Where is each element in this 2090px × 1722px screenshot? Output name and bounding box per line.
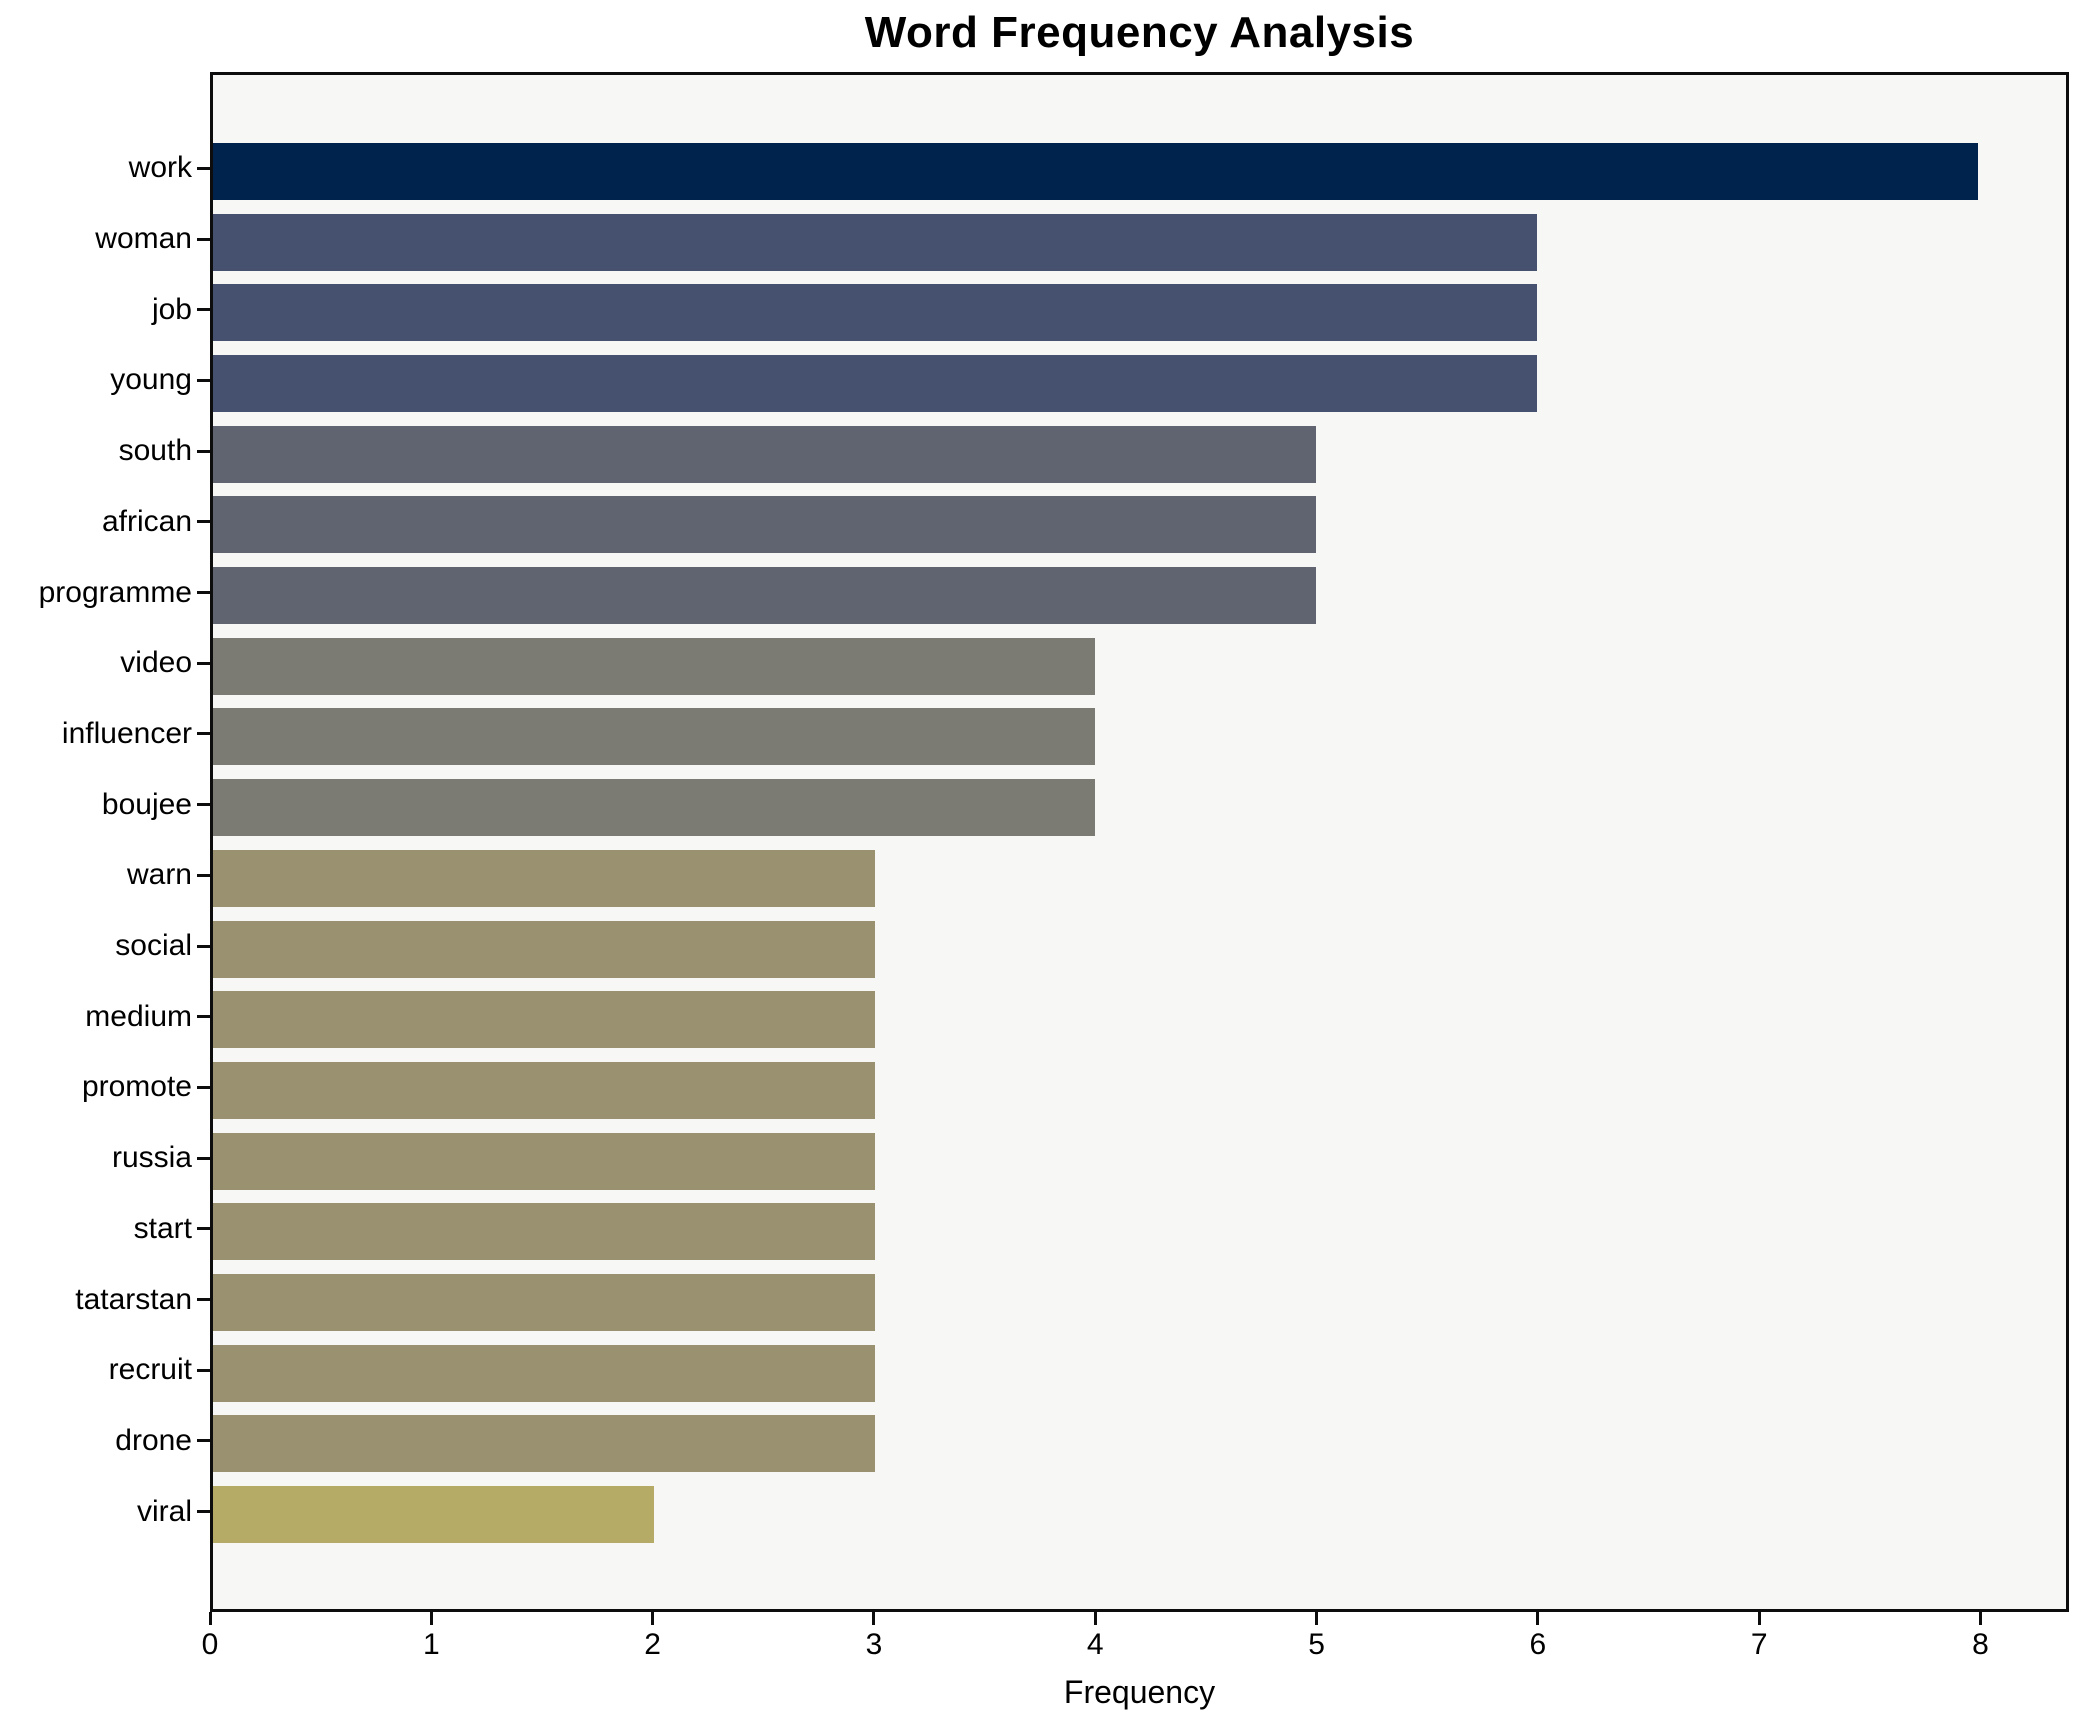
- y-tick-label: promote: [81, 1070, 192, 1104]
- bar: [213, 1486, 655, 1544]
- y-tick-label: work: [128, 151, 192, 185]
- x-tick-mark: [1315, 1612, 1319, 1625]
- y-tick-label: drone: [115, 1423, 192, 1457]
- bar: [213, 1415, 875, 1473]
- x-tick-label: 4: [1086, 1628, 1104, 1661]
- bar: [213, 1203, 875, 1261]
- bar: [213, 849, 875, 907]
- bar: [213, 496, 1316, 554]
- x-tick-label: 3: [865, 1628, 883, 1661]
- y-tick-label: influencer: [61, 716, 192, 750]
- y-tick-label: programme: [38, 575, 192, 609]
- y-tick-label: young: [110, 363, 192, 397]
- y-tick-label: social: [115, 929, 192, 963]
- y-tick-mark: [197, 1015, 210, 1019]
- y-tick-mark: [197, 591, 210, 595]
- y-tick-mark: [197, 803, 210, 807]
- x-tick-label: 0: [201, 1628, 219, 1661]
- bar: [213, 779, 1096, 837]
- y-tick-label: video: [120, 646, 192, 680]
- y-tick-mark: [197, 661, 210, 665]
- x-axis-label: Frequency: [1063, 1674, 1216, 1710]
- y-tick-label: job: [151, 292, 192, 326]
- x-tick-label: 1: [422, 1628, 440, 1661]
- y-tick-mark: [197, 449, 210, 453]
- bar: [213, 284, 1537, 342]
- y-tick-mark: [197, 166, 210, 170]
- bar: [213, 1274, 875, 1332]
- x-tick-label: 2: [644, 1628, 661, 1661]
- y-tick-mark: [197, 732, 210, 736]
- bar: [213, 354, 1537, 412]
- bar: [213, 213, 1537, 271]
- y-tick-label: south: [118, 434, 192, 468]
- y-tick-mark: [197, 1298, 210, 1302]
- x-tick-mark: [1093, 1612, 1097, 1625]
- y-tick-label: african: [101, 504, 192, 538]
- bar: [213, 1061, 875, 1119]
- x-tick-mark: [429, 1612, 433, 1625]
- y-tick-mark: [197, 1156, 210, 1160]
- y-tick-label: woman: [95, 222, 192, 256]
- x-tick-mark: [1978, 1612, 1982, 1625]
- x-tick-label: 7: [1750, 1628, 1768, 1661]
- x-tick-mark: [208, 1612, 212, 1625]
- y-tick-label: warn: [126, 858, 192, 892]
- y-tick-label: tatarstan: [75, 1282, 192, 1316]
- y-tick-mark: [197, 308, 210, 312]
- x-tick-label: 5: [1308, 1628, 1325, 1661]
- x-tick-mark: [872, 1612, 876, 1625]
- y-tick-label: recruit: [108, 1353, 192, 1387]
- chart-title: Word Frequency Analysis: [864, 8, 1415, 57]
- y-tick-mark: [197, 873, 210, 877]
- y-tick-mark: [197, 237, 210, 241]
- x-tick-mark: [651, 1612, 655, 1625]
- y-tick-mark: [197, 1439, 210, 1443]
- y-tick-label: russia: [111, 1141, 192, 1175]
- bar: [213, 567, 1316, 625]
- y-tick-label: medium: [85, 999, 192, 1033]
- y-tick-mark: [197, 1227, 210, 1231]
- y-tick-mark: [197, 378, 210, 382]
- y-tick-mark: [197, 1368, 210, 1372]
- bar: [213, 1132, 875, 1190]
- y-tick-mark: [197, 944, 210, 948]
- x-tick-label: 8: [1972, 1628, 1989, 1661]
- bar: [213, 708, 1096, 766]
- bar: [213, 920, 875, 978]
- x-tick-mark: [1536, 1612, 1540, 1625]
- y-tick-label: viral: [136, 1494, 192, 1528]
- x-tick-label: 6: [1529, 1628, 1547, 1661]
- y-tick-label: start: [133, 1211, 192, 1245]
- bar: [213, 637, 1096, 695]
- plot-area: [210, 72, 2069, 1612]
- y-tick-mark: [197, 1510, 210, 1514]
- y-tick-label: boujee: [101, 787, 192, 821]
- y-tick-mark: [197, 1085, 210, 1089]
- bar: [213, 991, 875, 1049]
- x-tick-mark: [1757, 1612, 1761, 1625]
- bar: [213, 142, 1978, 200]
- bar: [213, 425, 1316, 483]
- bar: [213, 1344, 875, 1402]
- y-tick-mark: [197, 520, 210, 524]
